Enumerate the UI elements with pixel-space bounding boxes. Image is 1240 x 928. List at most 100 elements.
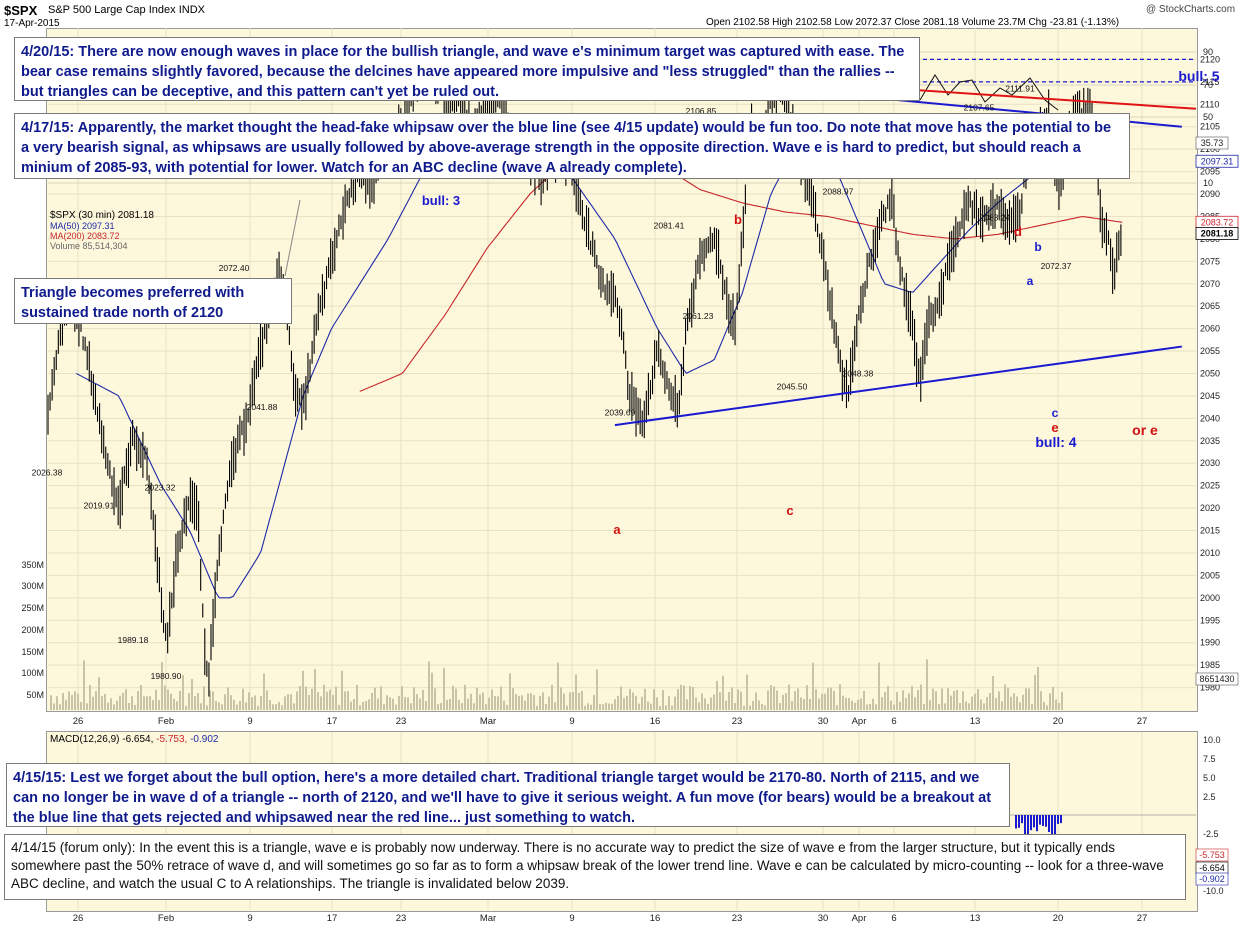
volume-bar <box>203 686 205 710</box>
volume-bar <box>425 700 427 710</box>
volume-bar <box>146 696 148 710</box>
volume-bar <box>467 698 469 710</box>
x-tick-label-macd: 27 <box>1137 913 1148 924</box>
volume-bar <box>728 692 730 710</box>
volume-bar <box>260 696 262 710</box>
y-tick-label: 2070 <box>1200 279 1220 289</box>
volume-bar <box>194 695 196 710</box>
x-tick-label-macd: 16 <box>650 913 661 924</box>
volume-bar <box>938 703 940 710</box>
volume-bar <box>320 696 322 710</box>
volume-bar <box>794 691 796 710</box>
macd-tick-label: 7.5 <box>1203 754 1216 764</box>
wave-label: or e <box>1132 422 1158 438</box>
volume-bar <box>836 705 838 710</box>
volume-bar <box>848 698 850 710</box>
volume-bar <box>254 695 256 710</box>
volume-bar <box>779 703 781 710</box>
volume-bar <box>257 705 259 710</box>
volume-bar <box>818 698 820 710</box>
x-tick-label: 20 <box>1053 716 1064 727</box>
x-tick-label: 6 <box>891 716 896 727</box>
volume-bar <box>1019 702 1021 710</box>
volume-bar <box>686 699 688 710</box>
note-4-17-15: 4/17/15: Apparently, the market thought … <box>14 113 1130 179</box>
volume-bar <box>353 699 355 710</box>
volume-bar <box>344 691 346 710</box>
y-tick-label: 2010 <box>1200 548 1220 558</box>
legend-ma50: MA(50) 2097.31 <box>50 221 115 231</box>
volume-bar <box>992 675 994 710</box>
volume-bar <box>629 688 631 710</box>
volume-bar <box>872 698 874 710</box>
price-label: 2088.97 <box>823 187 854 197</box>
volume-bar <box>860 698 862 710</box>
volume-bar <box>713 694 715 710</box>
x-tick-label: 9 <box>569 716 574 727</box>
macd-hist-bar <box>1039 815 1041 825</box>
volume-bar <box>596 669 598 710</box>
volume-bar <box>317 692 319 710</box>
volume-bar <box>350 701 352 710</box>
macd-hist-value: -0.902 <box>190 734 219 745</box>
note-4-20-15: 4/20/15: There are now enough waves in p… <box>14 37 920 101</box>
volume-bar <box>761 703 763 710</box>
volume-bar <box>275 704 277 710</box>
volume-bar <box>896 691 898 710</box>
ma50-line <box>76 112 1123 599</box>
volume-bar <box>104 693 106 710</box>
y-tick-label: 1990 <box>1200 638 1220 648</box>
volume-bar <box>377 698 379 710</box>
note-4-15-15: 4/15/15: Lest we forget about the bull o… <box>6 763 1010 827</box>
volume-bar <box>362 701 364 710</box>
volume-bar <box>827 688 829 710</box>
volume-bar <box>734 703 736 710</box>
y-tick-label: 2115 <box>1200 77 1219 87</box>
volume-bar <box>680 684 682 710</box>
volume-bar <box>389 697 391 710</box>
volume-bar <box>620 686 622 710</box>
volume-bar <box>587 703 589 710</box>
volume-bar <box>842 695 844 710</box>
x-tick-label: 26 <box>73 716 84 727</box>
volume-bar <box>308 695 310 710</box>
volume-bar <box>809 699 811 710</box>
y-tick-label: 2120 <box>1200 54 1220 64</box>
macd-name: MACD(12,26,9) <box>50 734 120 745</box>
volume-bar <box>1016 696 1018 710</box>
volume-bar <box>875 704 877 710</box>
volume-bar <box>689 686 691 710</box>
legend-volume: Volume 85,514,304 <box>50 241 128 251</box>
y-tick-label: 2030 <box>1200 458 1220 468</box>
price-label: 2111.91 <box>1005 83 1035 93</box>
volume-bar <box>806 685 808 710</box>
price-label: 2023.32 <box>145 483 176 493</box>
x-tick-label-macd: Mar <box>480 913 496 924</box>
chart-symbol: $SPX <box>4 3 38 18</box>
volume-tick-label: 300M <box>21 581 44 591</box>
volume-bar <box>590 704 592 710</box>
volume-bar <box>584 705 586 710</box>
volume-bar <box>110 698 112 710</box>
volume-bar <box>71 695 73 710</box>
volume-bar <box>1004 684 1006 710</box>
macd-tick-label: 10.0 <box>1203 735 1221 745</box>
y-tick-label: 2075 <box>1200 256 1220 266</box>
volume-bar <box>122 692 124 710</box>
volume-bar <box>671 705 673 710</box>
volume-bar <box>1061 691 1063 710</box>
volume-bar <box>776 690 778 710</box>
volume-bar <box>719 692 721 710</box>
volume-bar <box>323 684 325 710</box>
ma50-path <box>76 112 1123 599</box>
volume-bar <box>833 690 835 710</box>
volume-bar <box>737 689 739 710</box>
volume-bar <box>74 691 76 710</box>
volume-bar <box>923 703 925 710</box>
volume-bar <box>185 705 187 710</box>
macd-hist-bar <box>1027 815 1029 841</box>
right-value-box <box>1195 227 1239 240</box>
y-tick-label: 2025 <box>1200 481 1220 491</box>
volume-bar <box>296 691 298 710</box>
volume-tick-label: 100M <box>21 668 44 678</box>
